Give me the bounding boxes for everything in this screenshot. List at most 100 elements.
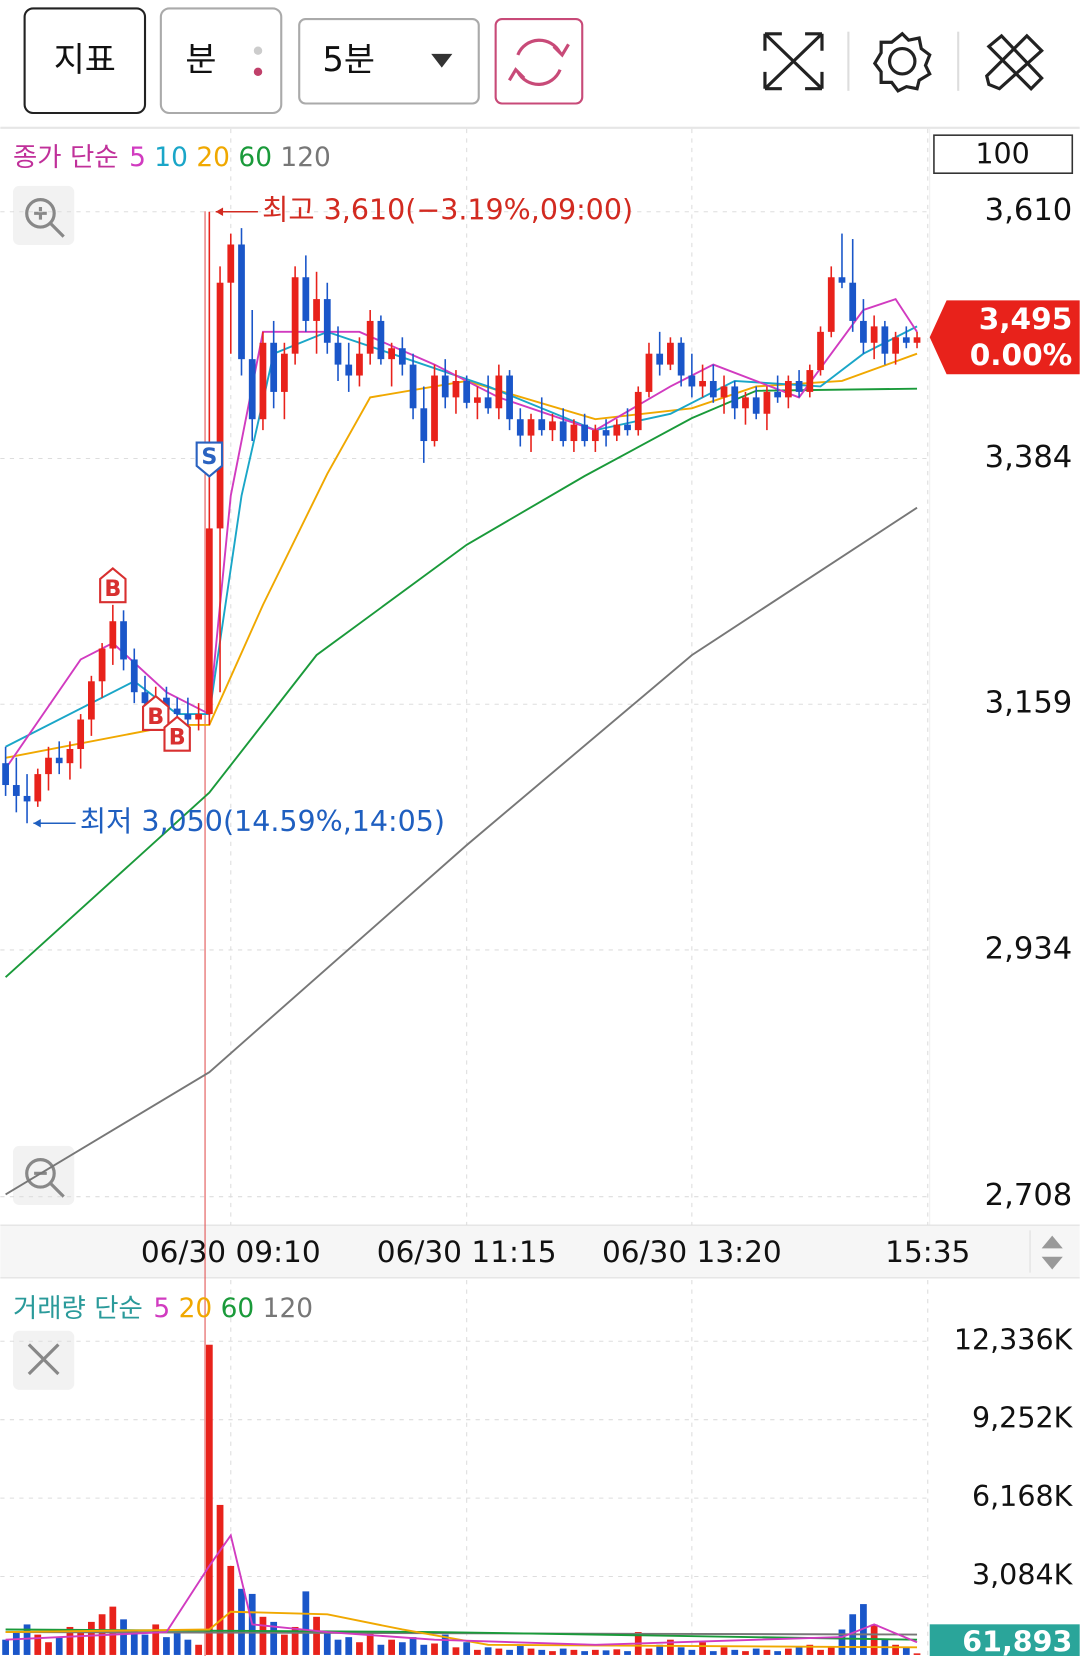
volume-bar xyxy=(281,1634,288,1655)
candle-body xyxy=(688,375,696,387)
tools-icon[interactable] xyxy=(984,33,1044,91)
dot xyxy=(253,67,263,77)
volume-bar xyxy=(463,1642,471,1655)
annotation-label: 최저 3,050(14.59%,14:05) xyxy=(80,805,445,838)
candle-body xyxy=(227,244,235,283)
indicator-button[interactable] xyxy=(23,7,147,115)
x-axis-band xyxy=(0,1225,1080,1278)
y-tick-label: 3,159 xyxy=(985,686,1073,721)
volume-bar xyxy=(163,1637,170,1655)
candle-body xyxy=(795,380,803,392)
candle-body xyxy=(527,419,535,436)
legend-item: 120 xyxy=(280,142,330,173)
candle-body xyxy=(77,719,85,749)
candle-body xyxy=(55,757,63,764)
volume-bar xyxy=(817,1649,824,1655)
signal-marker xyxy=(141,694,170,732)
candle-body xyxy=(366,320,374,354)
volume-bar xyxy=(581,1651,589,1655)
volume-bar xyxy=(677,1647,685,1655)
volume-bar xyxy=(913,1653,921,1655)
volume-bar xyxy=(452,1647,460,1655)
volume-bar xyxy=(2,1639,9,1655)
legend-item: 60 xyxy=(238,142,272,173)
zoom-out-button[interactable] xyxy=(12,1145,75,1206)
candle-body xyxy=(902,337,910,343)
volume-bar xyxy=(602,1650,610,1655)
volume-bar xyxy=(795,1647,803,1655)
volume-bar xyxy=(892,1644,899,1655)
scroll-arrows[interactable] xyxy=(1041,1235,1063,1270)
candle-body xyxy=(270,342,278,392)
volume-bar xyxy=(688,1649,696,1655)
expand-icon[interactable] xyxy=(763,32,824,91)
candle-body xyxy=(323,299,331,343)
scale-box xyxy=(933,134,1074,174)
candle-body xyxy=(549,421,556,431)
volume-bar xyxy=(77,1632,85,1655)
volume-bar xyxy=(323,1632,331,1655)
candle-body xyxy=(570,424,578,442)
candle-body xyxy=(120,621,127,660)
volume-bar xyxy=(88,1621,95,1655)
candle-body xyxy=(624,424,631,431)
candle-body xyxy=(431,375,438,442)
refresh-icon-arrows xyxy=(508,43,570,82)
settings-icon[interactable] xyxy=(872,31,932,93)
legend-title: 거래량 단순 xyxy=(13,1293,143,1324)
candle-body xyxy=(173,708,181,715)
volume-bar xyxy=(388,1639,396,1655)
volume-bar xyxy=(141,1634,149,1655)
candle-body xyxy=(409,364,417,409)
volume-bar xyxy=(709,1651,717,1655)
period-select[interactable] xyxy=(298,17,480,105)
candle-body xyxy=(870,326,878,343)
candle-body xyxy=(195,714,202,720)
candle-body xyxy=(817,331,824,371)
candle-body xyxy=(98,648,106,682)
volume-bar xyxy=(752,1648,760,1655)
candle-body xyxy=(281,353,288,392)
current-price-label: 3,495 xyxy=(979,302,1073,336)
close-volume-button[interactable] xyxy=(12,1330,75,1390)
ma-line xyxy=(5,1533,918,1646)
volume-bar xyxy=(645,1648,653,1655)
period-type-button[interactable] xyxy=(159,7,283,115)
volume-bar xyxy=(731,1649,739,1655)
signal-marker xyxy=(195,441,224,478)
candle-body xyxy=(216,282,224,529)
volume-bar xyxy=(398,1642,406,1655)
candle-body xyxy=(656,353,664,365)
candle-body xyxy=(645,353,653,392)
signal-label: S xyxy=(201,444,217,470)
volume-bar xyxy=(667,1639,674,1655)
candle-body xyxy=(420,408,428,442)
candle-body xyxy=(184,714,192,720)
volume-bar xyxy=(720,1647,728,1655)
x-tick-label: 06/30 09:10 xyxy=(141,1235,321,1269)
candle-body xyxy=(602,430,610,436)
dropdown-arrow xyxy=(431,53,453,68)
y-tick-label: 9,252K xyxy=(972,1402,1074,1435)
volume-bar xyxy=(130,1629,138,1655)
y-tick-label: 6,168K xyxy=(972,1480,1074,1513)
candle-body xyxy=(720,386,728,398)
volume-bar xyxy=(356,1642,363,1655)
candle-body xyxy=(34,774,42,802)
candle-body xyxy=(356,353,363,376)
volume-bar xyxy=(806,1644,814,1655)
ma-line xyxy=(5,506,918,1196)
volume-bar xyxy=(774,1651,782,1655)
volume-bar xyxy=(763,1649,771,1655)
candle-body xyxy=(892,337,899,354)
volume-bar xyxy=(420,1644,428,1655)
refresh-button[interactable] xyxy=(494,17,584,105)
zoom-in-button[interactable] xyxy=(12,185,75,246)
y-tick-label: 2,708 xyxy=(985,1178,1073,1213)
x-tick-label: 15:35 xyxy=(885,1235,970,1269)
legend-item: 5 xyxy=(129,142,146,173)
volume-bar xyxy=(12,1632,20,1655)
candle-body xyxy=(259,342,267,420)
legend-title: 종가 단순 xyxy=(13,142,119,173)
